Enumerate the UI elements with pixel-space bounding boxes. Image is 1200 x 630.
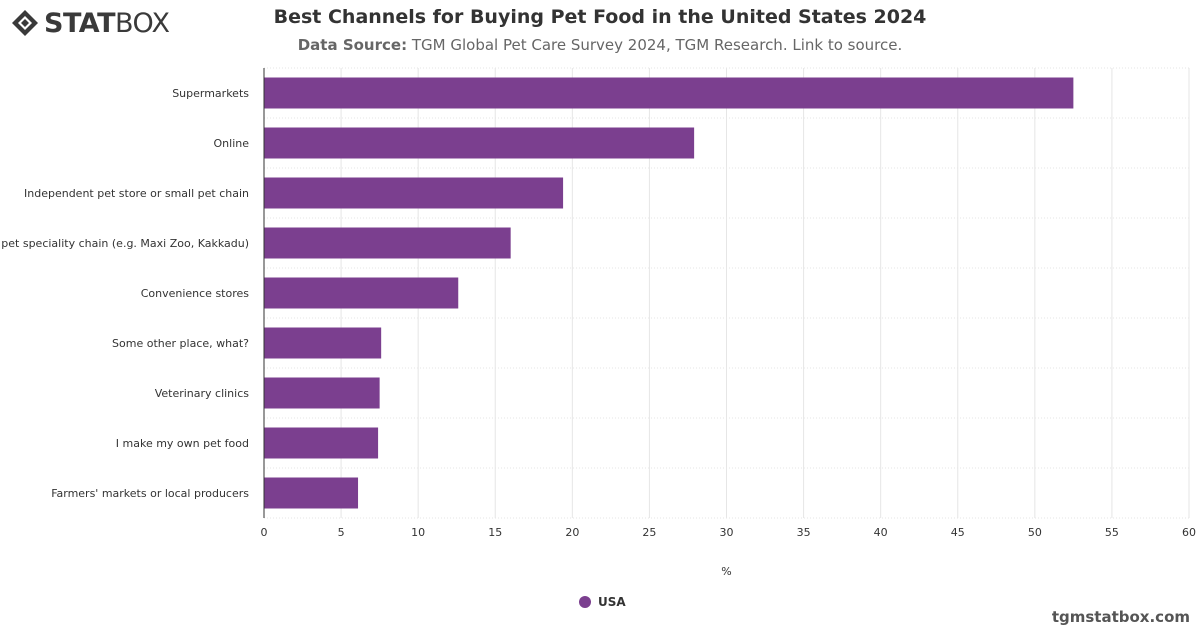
x-axis-title: %	[721, 565, 731, 578]
x-tick-label: 5	[338, 526, 345, 539]
bar-7[interactable]	[264, 427, 379, 459]
bar-2[interactable]	[264, 177, 564, 209]
category-label: Online	[214, 137, 250, 150]
bars	[264, 77, 1074, 509]
bar-5[interactable]	[264, 327, 382, 359]
legend-label: USA	[598, 595, 626, 609]
source-label: Data Source:	[297, 36, 408, 54]
chart-title: Best Channels for Buying Pet Food in the…	[273, 6, 927, 28]
x-tick-label: 15	[488, 526, 502, 539]
x-tick-label: 0	[261, 526, 268, 539]
category-labels: Supermarkets Online Independent pet store …	[1, 87, 249, 500]
category-label: Convenience stores	[141, 287, 250, 300]
x-tick-label: 40	[874, 526, 888, 539]
bar-4[interactable]	[264, 277, 459, 309]
footer-site[interactable]: tgmstatbox.com	[1051, 608, 1190, 626]
x-tick-label: 20	[565, 526, 579, 539]
x-tick-label: 50	[1028, 526, 1042, 539]
source-link[interactable]: TGM Global Pet Care Survey 2024, TGM Res…	[411, 36, 903, 54]
x-tick-label: 25	[642, 526, 656, 539]
category-label: Independent pet store or small pet chain	[24, 187, 249, 200]
category-label: I make my own pet food	[116, 437, 249, 450]
category-label: Supermarkets	[172, 87, 249, 100]
bar-1[interactable]	[264, 127, 695, 159]
bar-3[interactable]	[264, 227, 511, 259]
x-tick-labels: 0 5 10 15 20 25 30 35 40 45 50 55 60	[261, 526, 1197, 539]
x-tick-label: 10	[411, 526, 425, 539]
category-label: Some other place, what?	[112, 337, 249, 350]
logo-wordmark: STATBOX	[44, 7, 170, 39]
x-tick-label: 60	[1182, 526, 1196, 539]
x-tick-label: 30	[720, 526, 734, 539]
category-label: Veterinary clinics	[155, 387, 250, 400]
statbox-logo[interactable]: STATBOX	[10, 6, 170, 40]
bar-0[interactable]	[264, 77, 1074, 109]
bar-8[interactable]	[264, 477, 359, 509]
category-label: Farmers' markets or local producers	[51, 487, 249, 500]
x-tick-label: 55	[1105, 526, 1119, 539]
legend-item-usa[interactable]: USA	[579, 595, 626, 609]
category-label: pet speciality chain (e.g. Maxi Zoo, Kak…	[1, 237, 249, 250]
bar-6[interactable]	[264, 377, 380, 409]
x-tick-label: 35	[797, 526, 811, 539]
chart-subtitle: Data Source: TGM Global Pet Care Survey …	[0, 36, 1200, 54]
x-tick-label: 45	[951, 526, 965, 539]
legend-marker	[579, 596, 591, 608]
statbox-diamond-icon	[12, 10, 38, 36]
